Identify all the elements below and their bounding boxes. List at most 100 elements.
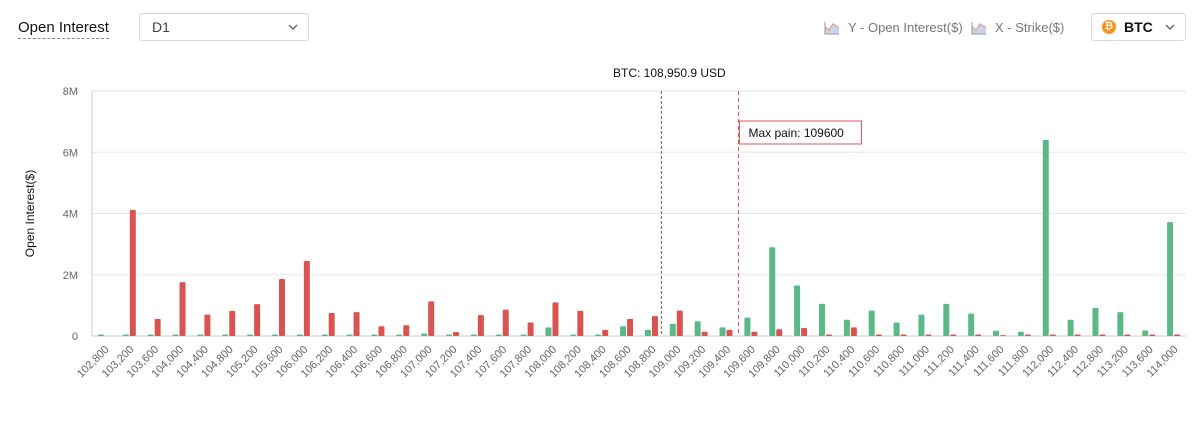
put-bar: [751, 331, 758, 336]
put-bar: [701, 331, 708, 336]
period-select-value: D1: [152, 19, 170, 35]
put-bar: [1099, 334, 1106, 336]
call-bar: [744, 317, 751, 336]
call-bar: [371, 334, 378, 336]
put-bar: [428, 301, 435, 336]
area-chart-icon: [824, 21, 840, 34]
call-bar: [222, 334, 229, 336]
call-bar: [1142, 330, 1149, 336]
call-bar: [644, 329, 651, 336]
period-select[interactable]: D1: [139, 13, 309, 41]
put-bar: [676, 310, 683, 336]
put-bar: [278, 279, 285, 336]
call-bar: [97, 334, 104, 336]
call-bar: [843, 319, 850, 336]
put-bar: [1049, 334, 1056, 336]
put-bar: [1024, 334, 1031, 336]
call-bar: [968, 313, 975, 336]
put-bar: [303, 260, 310, 336]
call-bar: [1042, 140, 1049, 336]
put-bar: [651, 316, 658, 336]
call-bar: [296, 334, 303, 336]
put-bar: [1174, 334, 1181, 336]
put-bar: [975, 334, 982, 336]
legend-y-label: Y - Open Interest($): [848, 20, 963, 35]
call-bar: [1167, 222, 1174, 336]
put-bar: [477, 315, 484, 336]
spot-price-label: BTC: 108,950.9 USD: [613, 66, 726, 80]
put-bar: [900, 334, 907, 336]
y-tick-label: 4M: [63, 209, 78, 221]
put-bar: [627, 318, 634, 336]
area-chart-icon: [971, 21, 987, 34]
call-bar: [172, 334, 179, 336]
call-bar: [1067, 319, 1074, 336]
put-bar: [875, 334, 882, 336]
call-bar: [520, 334, 527, 336]
y-tick-label: 8M: [63, 86, 78, 98]
call-bar: [247, 334, 254, 336]
y-axis-label: Open Interest($): [23, 170, 37, 257]
put-bar: [527, 322, 534, 336]
put-bar: [602, 329, 609, 336]
chevron-down-icon: [1165, 24, 1175, 30]
call-bar: [346, 334, 353, 336]
call-bar: [669, 323, 676, 336]
put-bar: [726, 329, 733, 336]
asset-select[interactable]: ₿ BTC: [1091, 13, 1186, 41]
put-bar: [1124, 334, 1131, 336]
call-bar: [893, 322, 900, 336]
put-bar: [825, 334, 832, 336]
call-bar: [1017, 331, 1024, 336]
y-tick-label: 6M: [63, 147, 78, 159]
put-bar: [179, 282, 186, 336]
put-bar: [328, 313, 335, 336]
put-bar: [378, 326, 385, 336]
legend-y-axis: Y - Open Interest($): [824, 20, 963, 35]
call-bar: [943, 303, 950, 336]
call-bar: [197, 334, 204, 336]
call-bar: [1092, 307, 1099, 336]
chevron-down-icon: [288, 24, 298, 30]
call-bar: [570, 334, 577, 336]
call-bar: [794, 285, 801, 336]
put-bar: [1149, 334, 1156, 336]
call-bar: [321, 334, 328, 336]
call-bar: [993, 330, 1000, 336]
call-bar: [918, 314, 925, 336]
put-bar: [552, 302, 559, 336]
call-bar: [421, 333, 428, 336]
put-bar: [129, 209, 136, 336]
put-bar: [154, 318, 161, 336]
asset-select-value: BTC: [1124, 19, 1153, 35]
put-bar: [453, 332, 460, 336]
call-bar: [271, 334, 278, 336]
put-bar: [776, 329, 783, 336]
call-bar: [620, 326, 627, 336]
call-bar: [694, 321, 701, 336]
put-bar: [850, 327, 857, 336]
put-bar: [254, 304, 261, 336]
legend-x-axis: X - Strike($): [971, 20, 1064, 35]
bitcoin-icon: ₿: [1102, 20, 1116, 34]
put-bar: [353, 312, 360, 336]
max-pain-label: Max pain: 109600: [748, 126, 844, 140]
call-bar: [769, 247, 776, 336]
put-bar: [204, 314, 211, 336]
put-bar: [1000, 335, 1007, 336]
put-bar: [229, 310, 236, 336]
call-bar: [147, 334, 154, 336]
call-bar: [396, 334, 403, 336]
call-bar: [868, 310, 875, 336]
put-bar: [801, 328, 808, 336]
put-bar: [403, 325, 410, 336]
call-bar: [595, 334, 602, 336]
chart-header: Open Interest D1 Y - Open Interest($) X …: [0, 0, 1200, 60]
y-tick-label: 0: [72, 331, 78, 343]
call-bar: [545, 327, 552, 336]
legend-x-label: X - Strike($): [995, 20, 1065, 35]
call-bar: [818, 303, 825, 336]
put-bar: [925, 334, 932, 336]
call-bar: [719, 327, 726, 336]
